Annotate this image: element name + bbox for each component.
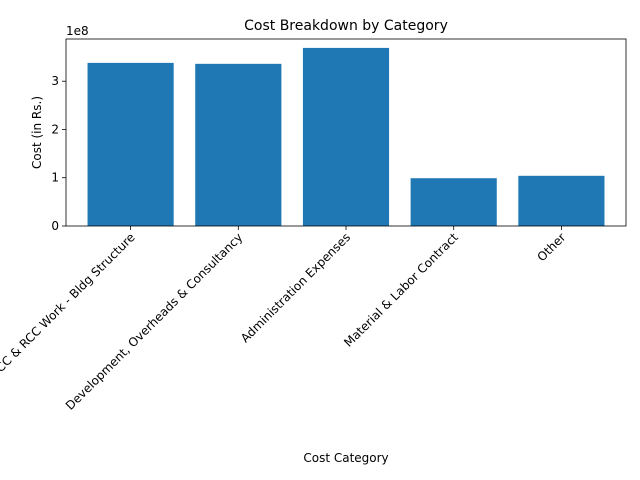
y-tick-label: 3 bbox=[51, 74, 59, 88]
y-axis: 0 1 2 3 bbox=[51, 74, 66, 233]
bar bbox=[87, 62, 174, 227]
x-tick-label: Administration Expenses bbox=[238, 230, 353, 345]
plot-frame bbox=[65, 38, 627, 227]
bar bbox=[410, 178, 497, 226]
bars-group bbox=[87, 47, 605, 227]
y-axis-label: Cost (in Rs.) bbox=[30, 96, 44, 169]
x-tick-label: Development, Overheads & Consultancy bbox=[63, 230, 246, 413]
chart-title: Cost Breakdown by Category bbox=[244, 18, 448, 34]
x-axis-label: Cost Category bbox=[303, 451, 388, 465]
y-tick-label: 0 bbox=[51, 219, 59, 233]
x-tick-label: Other bbox=[535, 230, 569, 264]
x-axis: PCC & RCC Work - Bldg StructureDevelopme… bbox=[0, 226, 569, 413]
y-tick-label: 2 bbox=[51, 122, 59, 136]
x-tick-label: Material & Labor Contract bbox=[341, 230, 461, 350]
bar bbox=[195, 63, 282, 226]
bar bbox=[302, 47, 390, 227]
y-tick-label: 1 bbox=[51, 171, 59, 185]
y-axis-offset-text: 1e8 bbox=[66, 24, 89, 38]
bar bbox=[518, 175, 605, 226]
